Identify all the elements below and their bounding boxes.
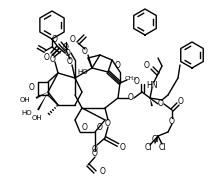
Text: OH: OH (31, 115, 42, 121)
Text: CH₃: CH₃ (125, 75, 137, 81)
Text: O: O (133, 77, 139, 85)
Text: Cl: Cl (144, 143, 152, 152)
Text: O: O (105, 119, 111, 129)
Text: O: O (65, 49, 71, 57)
Text: O: O (120, 143, 126, 152)
Text: O: O (82, 123, 88, 132)
Text: O: O (82, 47, 88, 57)
Text: O: O (92, 145, 98, 153)
Text: O: O (178, 97, 184, 105)
Text: O: O (43, 53, 49, 61)
Text: OH: OH (19, 97, 30, 103)
Polygon shape (37, 92, 48, 111)
Text: O: O (92, 149, 98, 159)
Text: O: O (69, 36, 75, 44)
Text: O: O (50, 54, 56, 64)
Text: Cl: Cl (151, 136, 159, 145)
Text: O: O (97, 123, 103, 132)
Text: O: O (67, 57, 73, 67)
Text: O: O (158, 99, 164, 108)
Text: O: O (169, 116, 175, 125)
Text: HN: HN (146, 81, 158, 90)
Text: O: O (143, 60, 149, 70)
Text: HO: HO (77, 69, 88, 75)
Text: O: O (63, 43, 69, 53)
Polygon shape (150, 98, 153, 106)
Text: O: O (29, 84, 35, 92)
Text: O: O (100, 167, 106, 177)
Text: O: O (128, 94, 134, 102)
Polygon shape (36, 92, 48, 99)
Text: Cl: Cl (158, 143, 166, 153)
Text: O: O (52, 36, 58, 44)
Text: O: O (115, 60, 121, 70)
Text: HO: HO (21, 110, 32, 116)
